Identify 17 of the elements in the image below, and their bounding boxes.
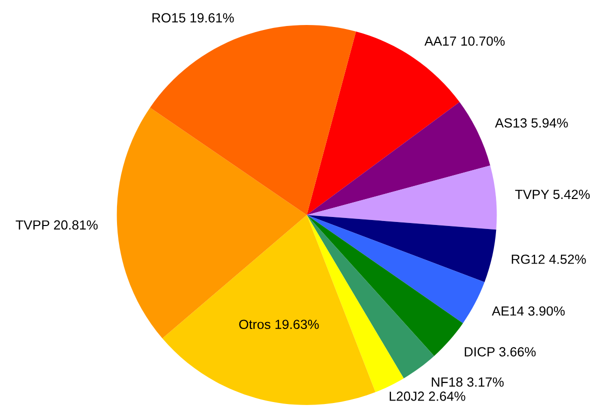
slice-label: TVPP 20.81% [16, 220, 98, 230]
slice-label: Otros 19.63% [239, 320, 319, 330]
slice-label: AE14 3.90% [492, 306, 565, 316]
slice-label: NF18 3.17% [432, 377, 504, 387]
pie-slice [306, 31, 460, 215]
slice-label: L20J2 2.64% [390, 392, 466, 401]
pie-slice [306, 166, 497, 230]
slice-label: AS13 5.94% [494, 118, 568, 128]
pie-slice [150, 25, 356, 215]
slice-label: RG12 4.52% [512, 254, 586, 264]
slice-label: AA17 10.70% [424, 36, 505, 46]
pie-slice [162, 214, 376, 405]
slice-label: RO15 19.61% [152, 13, 234, 23]
pie-slice [306, 102, 490, 215]
slice-label: DICP 3.66% [464, 347, 536, 356]
slice-label: TVPY 5.42% [515, 190, 590, 200]
pie-slice [306, 214, 496, 282]
